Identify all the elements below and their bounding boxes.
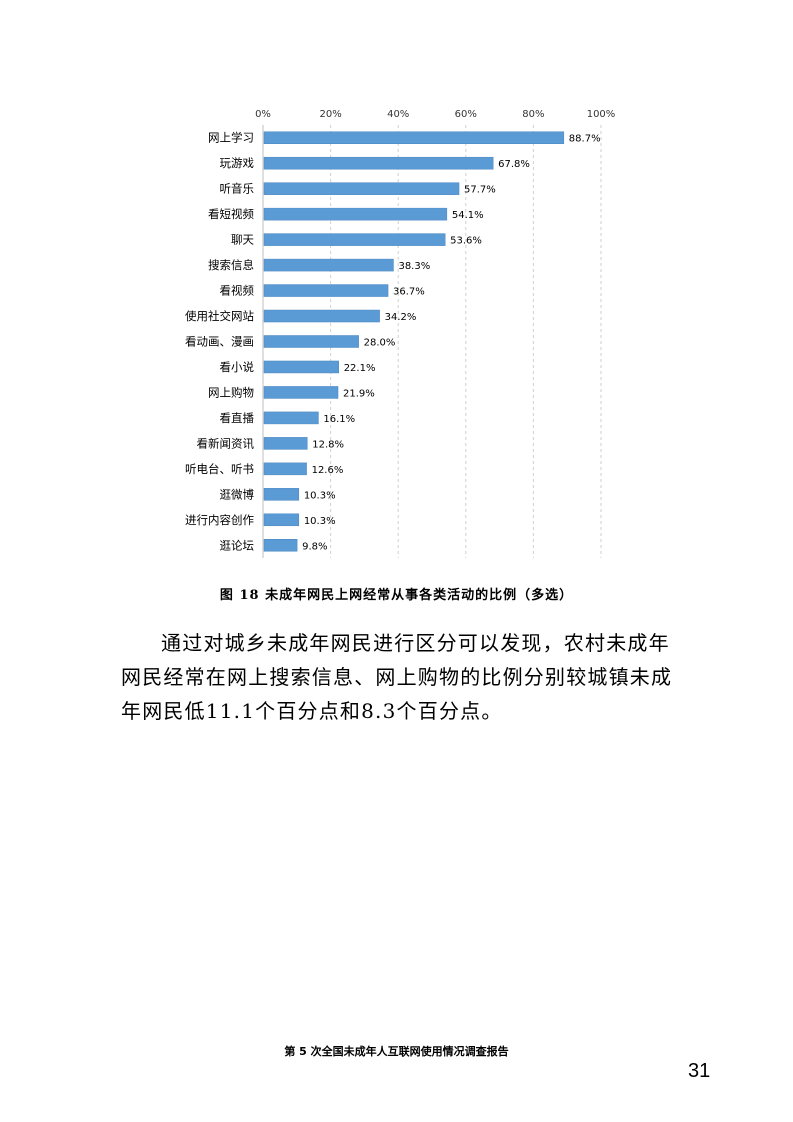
bar: [263, 386, 339, 399]
value-label: 28.0%: [364, 338, 396, 349]
category-label: 网上学习: [208, 131, 254, 145]
value-label: 57.7%: [464, 185, 496, 196]
x-tick-label: 20%: [319, 109, 341, 120]
bar: [263, 182, 460, 195]
category-label: 搜索信息: [208, 258, 254, 272]
value-label: 67.8%: [498, 159, 530, 170]
value-label: 88.7%: [569, 134, 601, 145]
category-label: 看新闻资讯: [197, 436, 255, 450]
value-label: 22.1%: [344, 363, 376, 374]
x-tick-label: 0%: [255, 109, 271, 120]
x-tick-label: 80%: [522, 109, 544, 120]
x-tick-label: 40%: [387, 109, 409, 120]
bar: [263, 207, 448, 221]
value-label: 38.3%: [398, 261, 430, 272]
value-label: 9.8%: [302, 541, 327, 552]
bar: [263, 437, 308, 450]
value-label: 10.3%: [304, 490, 336, 501]
x-tick-label: 100%: [587, 109, 616, 120]
category-label: 听音乐: [220, 182, 255, 196]
chart-bars: [263, 131, 565, 552]
category-label: 看动画、漫画: [185, 335, 254, 349]
bar: [263, 360, 339, 374]
bar: [263, 488, 300, 501]
category-label: 聊天: [231, 233, 254, 247]
bar: [263, 233, 446, 246]
bar: [263, 309, 380, 323]
report-footer-title: 第 5 次全国未成年人互联网使用情况调查报告: [284, 1045, 509, 1058]
value-label: 34.2%: [385, 312, 417, 323]
bar: [263, 513, 300, 527]
value-labels: 88.7% 67.8% 57.7% 54.1% 53.6% 38.3% 36.7% 34.2%…: [302, 134, 600, 553]
value-label: 53.6%: [450, 236, 482, 247]
bar: [263, 284, 389, 297]
category-label: 进行内容创作: [185, 513, 254, 527]
category-label: 看小说: [220, 360, 255, 374]
category-label: 网上购物: [208, 385, 254, 399]
bar: [263, 411, 319, 425]
value-label: 16.1%: [323, 414, 355, 425]
category-label: 逛论坛: [220, 538, 255, 552]
bar: [263, 156, 494, 170]
activity-bar-chart: 0% 20% 40% 60% 80% 100% 网上学习玩游戏听音乐看短视频聊天搜索信息看…: [185, 109, 615, 558]
value-label: 21.9%: [343, 388, 375, 399]
category-label: 听电台、听书: [185, 462, 254, 476]
page-number: 31: [688, 1060, 711, 1082]
bar: [263, 131, 565, 144]
category-labels: 网上学习玩游戏听音乐看短视频聊天搜索信息看视频使用社交网站看动画、漫画看小说网上…: [185, 131, 254, 553]
bar: [263, 335, 359, 348]
category-label: 看直播: [220, 411, 255, 425]
value-label: 54.1%: [452, 210, 484, 221]
category-label: 使用社交网站: [185, 309, 254, 323]
category-label: 看短视频: [208, 207, 254, 221]
figure-caption: 图 18 未成年网民上网经常从事各类活动的比例（多选）: [219, 588, 574, 603]
category-label: 玩游戏: [220, 156, 255, 170]
bar: [263, 539, 298, 552]
body-paragraph: 通过对城乡未成年网民进行区分可以发现，农村未成年网民经常在网上搜索信息、网上购物…: [121, 631, 673, 723]
category-label: 逛微博: [220, 487, 255, 501]
chart-gridlines: [330, 125, 602, 558]
bar: [263, 258, 394, 272]
bar: [263, 462, 307, 476]
value-label: 36.7%: [393, 287, 425, 298]
value-label: 12.8%: [312, 439, 344, 450]
value-label: 10.3%: [304, 516, 336, 527]
x-tick-label: 60%: [455, 109, 477, 120]
category-label: 看视频: [220, 284, 255, 298]
x-axis-ticks: 0% 20% 40% 60% 80% 100%: [255, 109, 615, 120]
value-label: 12.6%: [312, 465, 344, 476]
